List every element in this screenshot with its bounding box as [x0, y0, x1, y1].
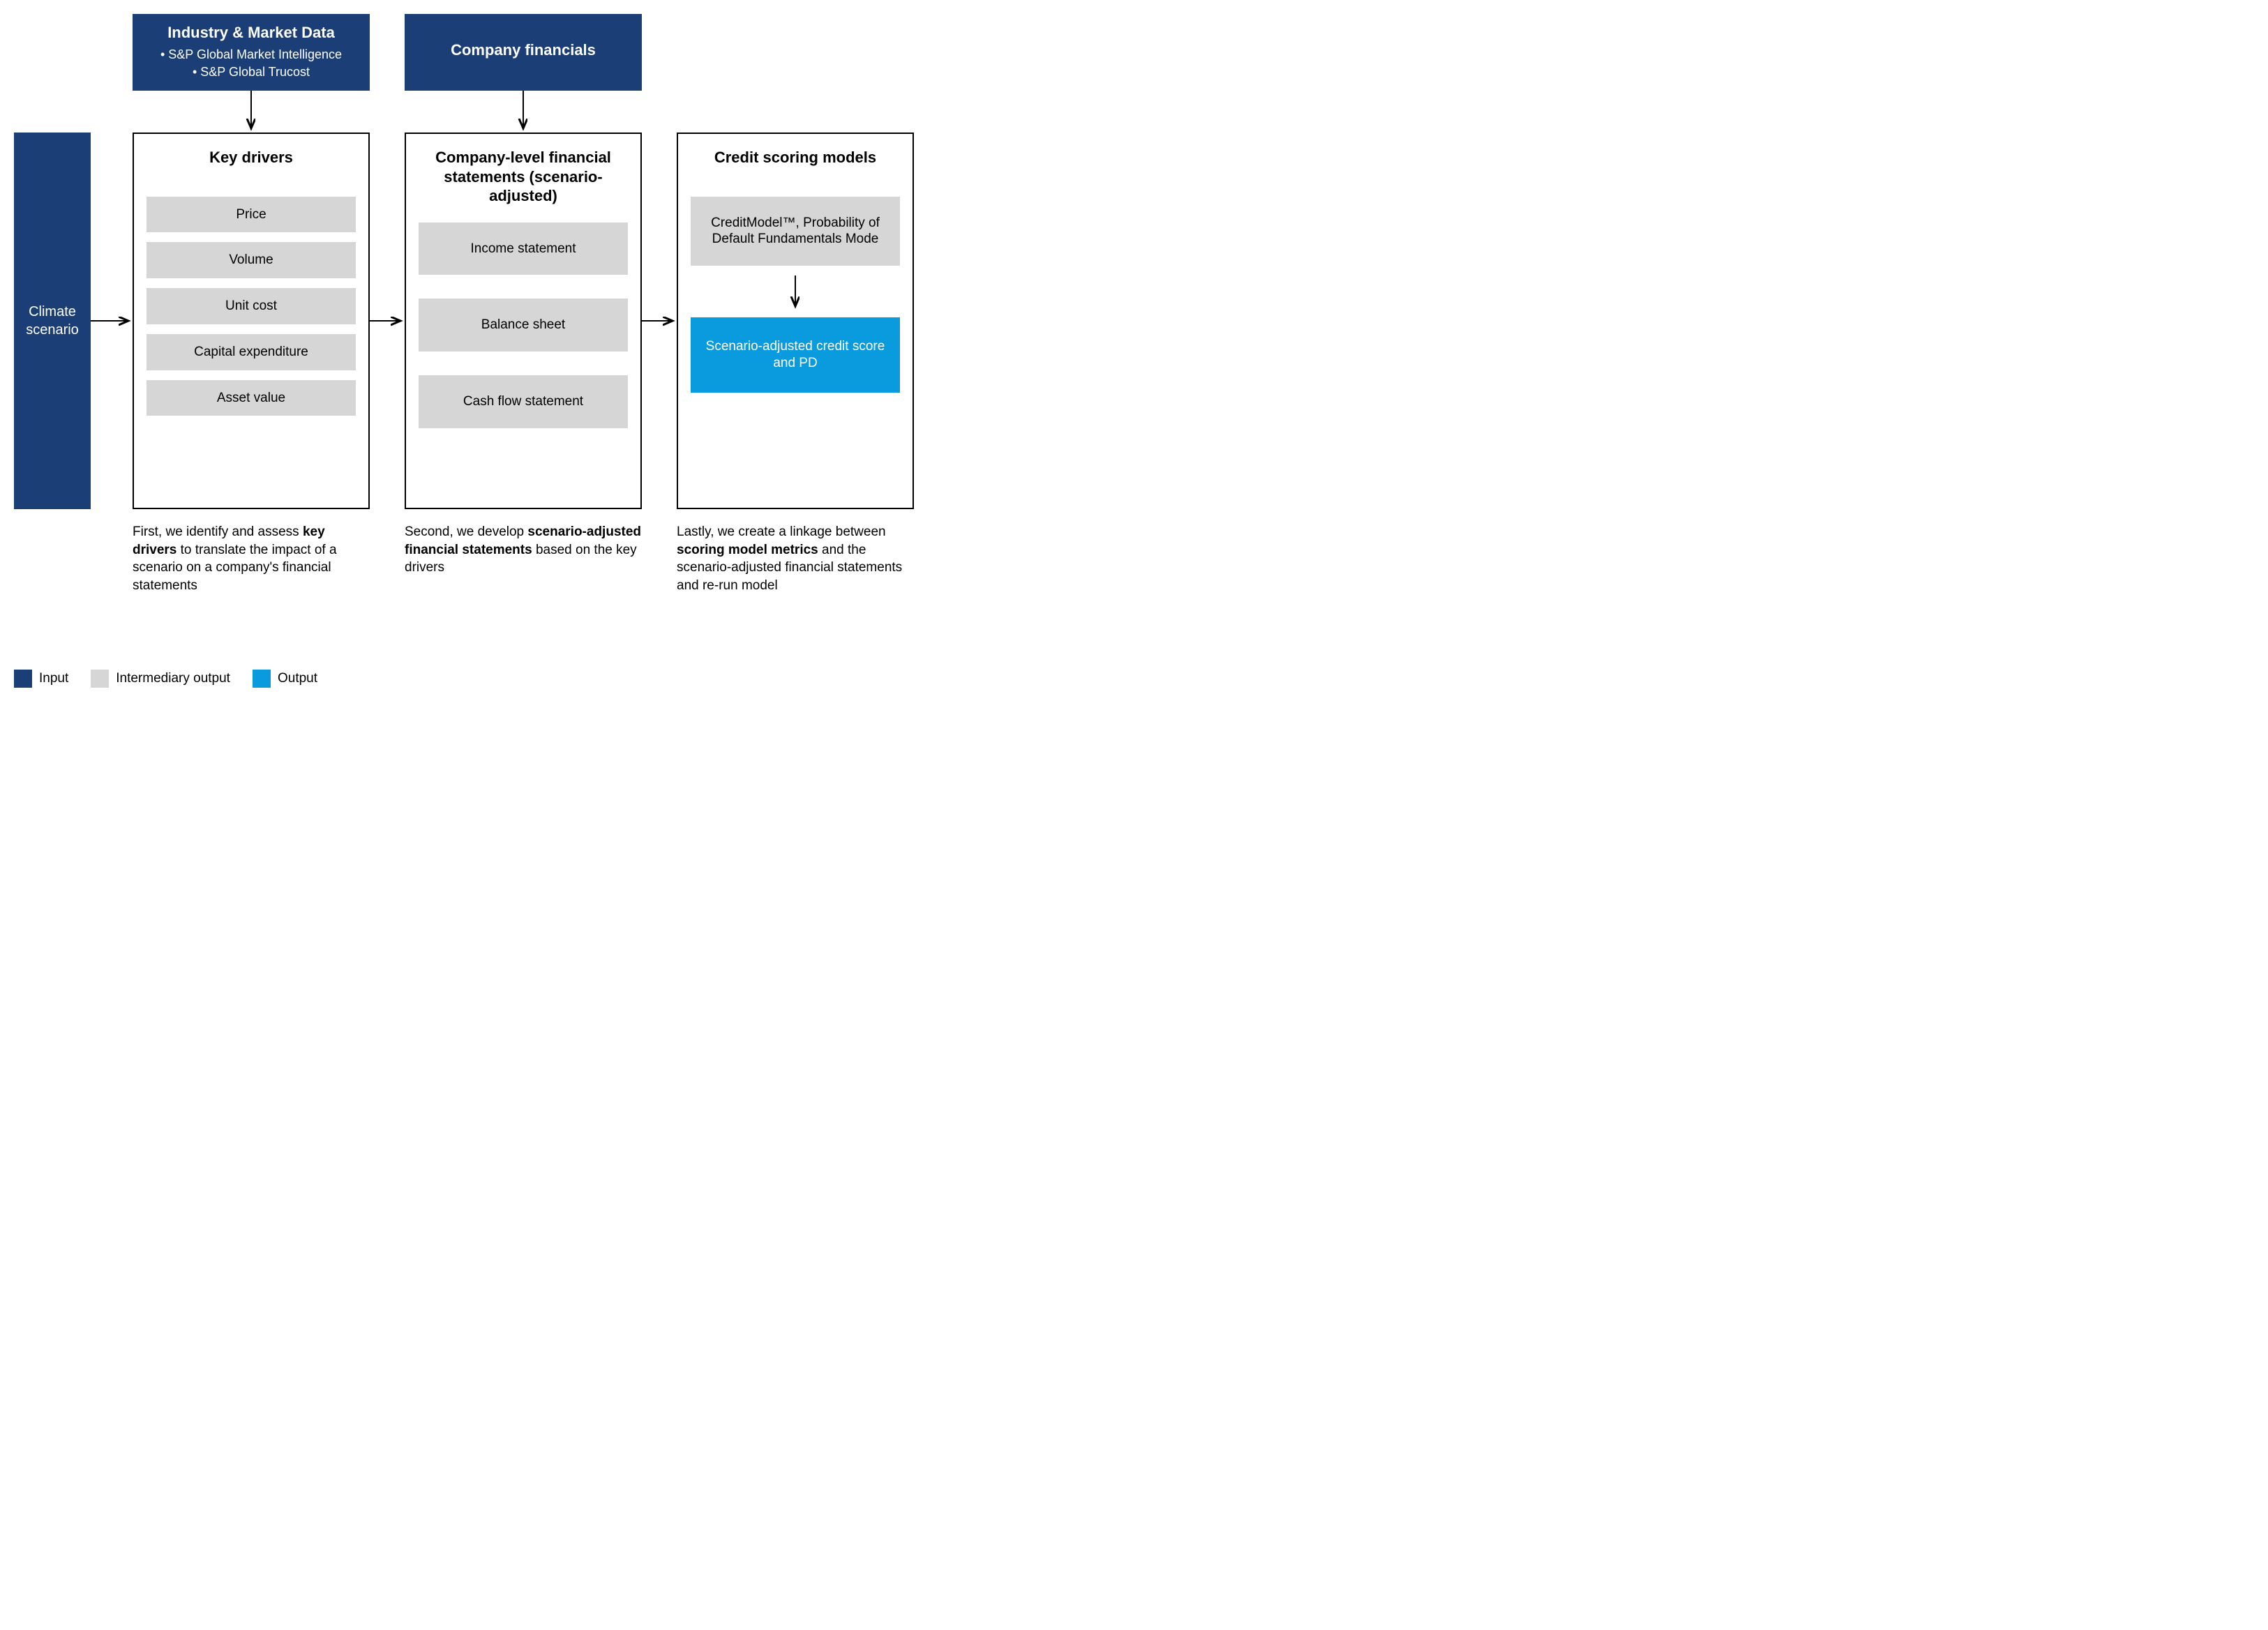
legend-label-output: Output — [278, 671, 317, 686]
arrow-climate-to-drivers — [91, 314, 133, 328]
driver-item: Capital expenditure — [147, 334, 356, 370]
legend-swatch-intermediary — [91, 670, 109, 688]
statements-heading: Company-level financial statements (scen… — [419, 148, 628, 206]
input-company-financials: Company financials — [405, 14, 642, 91]
scoring-internal-arrow — [691, 276, 900, 310]
legend: Input Intermediary output Output — [14, 670, 317, 688]
arrow-company-to-statements — [516, 91, 530, 133]
driver-item: Price — [147, 197, 356, 233]
arrow-statements-to-scoring — [642, 314, 677, 328]
climate-scenario-label: Climate scenario — [26, 303, 79, 339]
arrow-drivers-to-statements — [370, 314, 405, 328]
scoring-output: Scenario-adjusted credit score and PD — [691, 317, 900, 393]
input-industry-item: S&P Global Market Intelligence — [160, 46, 342, 63]
flow-diagram: Industry & Market Data S&P Global Market… — [14, 14, 1032, 746]
caption-step-3: Lastly, we create a linkage between scor… — [677, 523, 914, 595]
statement-item: Income statement — [419, 222, 628, 276]
key-drivers-heading: Key drivers — [147, 148, 356, 167]
input-climate-scenario: Climate scenario — [14, 133, 91, 509]
input-industry-market-data: Industry & Market Data S&P Global Market… — [133, 14, 370, 91]
input-company-title: Company financials — [451, 41, 596, 59]
driver-item: Unit cost — [147, 288, 356, 324]
legend-swatch-output — [253, 670, 271, 688]
input-industry-item: S&P Global Trucost — [160, 63, 342, 81]
input-industry-list: S&P Global Market Intelligence S&P Globa… — [160, 46, 342, 81]
input-industry-title: Industry & Market Data — [167, 24, 335, 42]
driver-item: Asset value — [147, 380, 356, 416]
column-key-drivers: Key drivers Price Volume Unit cost Capit… — [133, 133, 370, 509]
statement-item: Cash flow statement — [419, 375, 628, 428]
caption-step-1: First, we identify and assess key driver… — [133, 523, 370, 595]
scoring-heading: Credit scoring models — [691, 148, 900, 167]
statement-item: Balance sheet — [419, 299, 628, 352]
column-financial-statements: Company-level financial statements (scen… — [405, 133, 642, 509]
scoring-model-item: CreditModel™, Probability of Default Fun… — [691, 197, 900, 266]
arrow-industry-to-drivers — [244, 91, 258, 133]
column-credit-scoring: Credit scoring models CreditModel™, Prob… — [677, 133, 914, 509]
legend-label-intermediary: Intermediary output — [116, 671, 230, 686]
caption-step-2: Second, we develop scenario-adjusted fin… — [405, 523, 642, 577]
legend-label-input: Input — [39, 671, 68, 686]
driver-item: Volume — [147, 242, 356, 278]
legend-swatch-input — [14, 670, 32, 688]
